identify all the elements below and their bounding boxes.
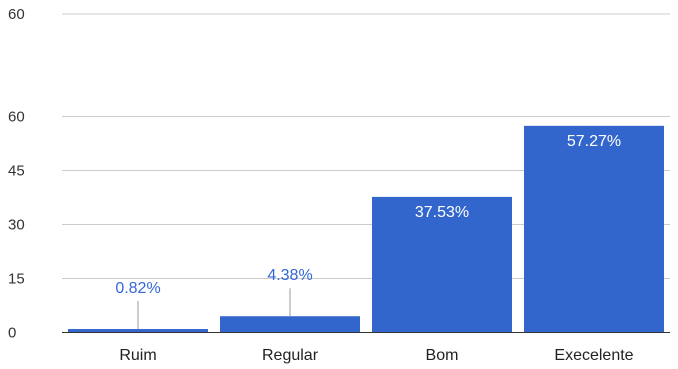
y-tick-label: 45 bbox=[8, 163, 25, 180]
y-tick-label: 0 bbox=[8, 325, 16, 342]
y-tick-label: 60 bbox=[8, 109, 25, 126]
y-tick-label: 15 bbox=[8, 271, 25, 288]
bar-execelente bbox=[524, 125, 664, 332]
y-tick-label: 30 bbox=[8, 217, 25, 234]
x-category-label: Regular bbox=[262, 347, 319, 364]
bar-ruim bbox=[68, 329, 208, 332]
label-leader-lines bbox=[137, 288, 291, 330]
gridlines bbox=[62, 13, 670, 333]
bars bbox=[68, 125, 664, 332]
y-axis-tick-labels: 60 0 15 30 45 60 bbox=[8, 6, 25, 342]
x-category-label: Bom bbox=[426, 347, 459, 364]
x-category-label: Execelente bbox=[554, 347, 633, 364]
data-label: 37.53% bbox=[415, 204, 469, 221]
x-category-label: Ruim bbox=[119, 347, 156, 364]
data-label: 4.38% bbox=[267, 267, 312, 284]
y-tick-label-top-extra: 60 bbox=[8, 6, 25, 23]
x-axis-category-labels: Ruim Regular Bom Execelente bbox=[119, 347, 633, 364]
bar-regular bbox=[220, 316, 360, 332]
data-labels: 0.82% 4.38% 37.53% 57.27% bbox=[115, 133, 621, 297]
data-label: 0.82% bbox=[115, 280, 160, 297]
data-label: 57.27% bbox=[567, 133, 621, 150]
bar-bom bbox=[372, 196, 512, 332]
